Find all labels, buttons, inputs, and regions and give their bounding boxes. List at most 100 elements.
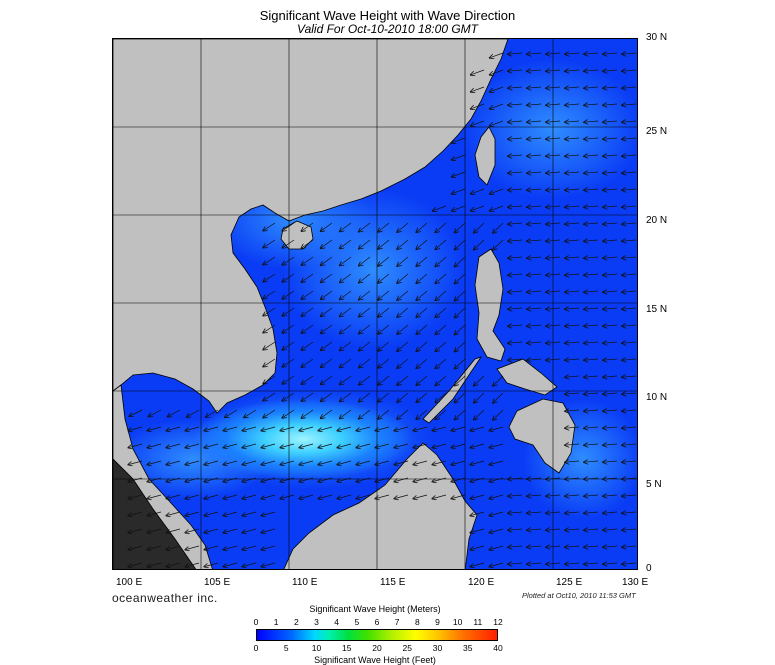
wave-arrow xyxy=(565,70,580,71)
wave-arrow xyxy=(527,342,542,343)
wave-arrow xyxy=(436,392,447,402)
wave-arrow xyxy=(471,69,485,75)
wave-arrow xyxy=(129,494,143,499)
wave-arrow xyxy=(565,342,580,343)
colorbar-feet-tick: 0 xyxy=(253,643,259,653)
wave-patch-high xyxy=(193,399,413,479)
plotted-timestamp: Plotted at Oct10, 2010 11:53 GMT xyxy=(522,591,636,600)
wave-arrow xyxy=(622,70,637,71)
wave-arrow xyxy=(527,189,542,190)
wave-arrow xyxy=(243,477,257,482)
wave-arrow xyxy=(302,375,314,384)
wave-arrow xyxy=(205,477,219,482)
wave-arrow xyxy=(471,528,485,533)
wave-arrow xyxy=(508,274,523,275)
wave-arrow xyxy=(376,494,390,499)
wave-arrow xyxy=(565,410,580,411)
wave-arrow xyxy=(603,155,618,156)
wave-arrow xyxy=(397,324,409,334)
wave-arrow xyxy=(546,495,561,496)
wave-arrow xyxy=(359,273,371,283)
wave-arrow xyxy=(397,222,409,232)
wave-arrow xyxy=(263,392,276,401)
wave-arrow xyxy=(527,257,542,258)
wave-arrow xyxy=(490,188,504,194)
wave-arrow xyxy=(622,223,637,224)
wave-arrow xyxy=(302,273,314,282)
wave-arrow xyxy=(527,104,542,105)
wave-arrow xyxy=(359,375,371,385)
lat-label-5n: 5 N xyxy=(646,479,662,490)
wave-arrow xyxy=(546,121,561,122)
wave-arrow xyxy=(508,138,523,139)
wave-arrow xyxy=(455,239,466,250)
wave-arrow xyxy=(357,477,371,482)
wave-arrow xyxy=(205,562,219,567)
colorbar-meters-tick: 0 xyxy=(253,617,259,627)
wave-arrow xyxy=(565,495,580,496)
wave-arrow xyxy=(224,528,238,533)
lon-label-115e: 115 E xyxy=(380,577,406,588)
wave-arrow xyxy=(603,376,618,377)
wave-arrow xyxy=(584,87,599,88)
wave-arrow xyxy=(436,375,447,385)
wave-arrow xyxy=(565,155,580,156)
wave-arrow xyxy=(281,426,295,431)
wave-arrow xyxy=(378,358,390,368)
wave-arrow xyxy=(359,324,371,334)
wave-arrow xyxy=(603,121,618,122)
wave-arrow xyxy=(508,206,523,207)
wave-arrow xyxy=(319,477,333,482)
wave-arrow xyxy=(622,495,637,496)
wave-arrow xyxy=(490,494,504,499)
wave-arrow xyxy=(527,478,542,479)
wave-arrow xyxy=(243,460,257,465)
wave-arrow xyxy=(243,494,257,499)
wave-arrow xyxy=(565,529,580,530)
colorbar-feet-tick: 40 xyxy=(493,643,503,653)
wave-arrow xyxy=(546,53,561,54)
wave-arrow xyxy=(493,392,504,403)
wave-arrow xyxy=(603,291,618,292)
wave-arrow xyxy=(584,529,599,530)
wave-arrow xyxy=(471,494,485,499)
wave-arrow xyxy=(584,563,599,564)
wave-arrow xyxy=(603,393,618,394)
wave-arrow xyxy=(263,307,276,316)
wave-arrow xyxy=(416,324,428,334)
wave-arrow xyxy=(281,443,295,448)
wave-arrow xyxy=(584,359,599,360)
wave-arrow xyxy=(622,274,637,275)
wave-arrow xyxy=(527,529,542,530)
wave-arrow xyxy=(243,511,257,516)
wave-arrow xyxy=(565,359,580,360)
wave-arrow xyxy=(397,307,409,317)
wave-arrow xyxy=(546,104,561,105)
wave-arrow xyxy=(603,53,618,54)
wave-arrow xyxy=(452,477,466,482)
wave-arrow xyxy=(376,443,390,448)
wave-arrow xyxy=(321,358,333,367)
wave-arrow xyxy=(622,121,637,122)
wave-arrow xyxy=(603,410,618,411)
colorbar-feet-tick: 10 xyxy=(311,643,322,653)
wave-arrow xyxy=(416,222,428,232)
wave-arrow xyxy=(321,375,333,384)
wave-arrow xyxy=(471,120,485,126)
wave-arrow xyxy=(186,426,200,431)
wave-arrow xyxy=(148,443,162,448)
wave-arrow xyxy=(224,426,238,431)
wave-arrow xyxy=(471,188,485,194)
wave-arrow xyxy=(546,189,561,190)
lat-label-0: 0 xyxy=(646,563,652,574)
wave-arrow xyxy=(565,53,580,54)
wave-arrow xyxy=(603,495,618,496)
wave-arrow xyxy=(300,460,314,465)
wave-arrow xyxy=(340,273,352,282)
wave-arrow xyxy=(490,528,504,533)
wave-arrow xyxy=(622,478,637,479)
wave-arrow xyxy=(471,86,485,92)
wave-arrow xyxy=(186,477,200,482)
wave-arrow xyxy=(395,477,409,482)
wave-arrow xyxy=(148,426,162,431)
